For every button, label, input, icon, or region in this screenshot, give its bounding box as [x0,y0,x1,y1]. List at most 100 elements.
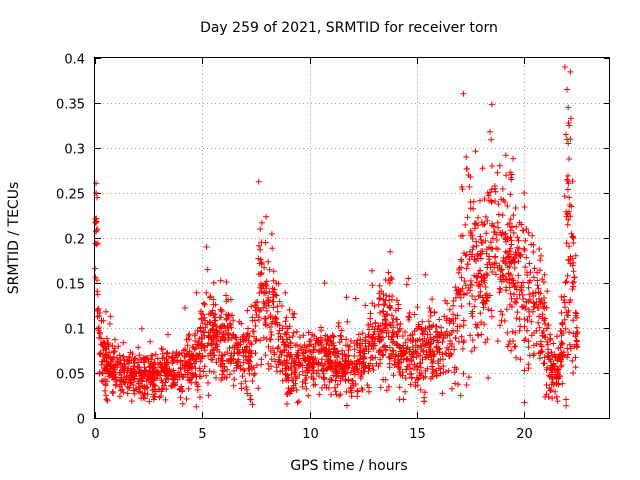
data-point [409,351,416,357]
data-point [228,335,235,342]
data-point [360,368,367,375]
data-point [227,312,233,319]
data-point [409,337,416,344]
data-point [485,306,492,313]
data-point [368,267,375,274]
data-point [169,382,176,389]
data-point [501,199,508,205]
data-point [382,376,389,383]
data-point [550,381,557,388]
data-point [516,252,523,259]
data-point [184,367,191,374]
data-point [99,342,106,349]
data-point [289,377,295,384]
data-point [476,267,483,274]
data-point [369,334,376,341]
data-point [426,323,433,330]
data-point [215,355,222,362]
data-point [312,355,319,362]
data-point [565,172,571,179]
data-point [255,385,262,392]
data-point [366,326,373,333]
data-point [530,352,537,359]
data-point [126,357,133,364]
data-point [207,319,214,326]
data-point [499,212,506,219]
data-point [394,321,401,328]
data-point [531,303,538,310]
data-point [417,364,424,371]
data-point [530,342,537,349]
data-point [302,380,309,387]
data-point [170,367,177,374]
data-point [156,394,163,401]
data-point [321,280,328,286]
data-point [338,327,345,334]
data-point [240,366,247,373]
data-point [351,360,358,367]
data-point [539,330,546,336]
data-point [170,373,177,380]
data-point [288,371,295,378]
data-point [561,297,567,304]
data-point [473,242,480,249]
data-point [340,369,347,376]
data-point [211,352,218,359]
data-point [316,391,323,398]
data-point [336,339,343,346]
data-point [266,336,273,342]
data-point [566,329,573,336]
data-point [526,313,533,320]
data-point [467,229,474,236]
data-point [481,221,488,228]
data-point [238,385,245,392]
data-point [408,358,415,365]
data-point [488,245,494,252]
data-point [234,340,241,347]
data-point [435,346,442,353]
data-point [458,233,464,239]
data-point [440,335,447,342]
data-point [565,104,572,111]
data-point [398,359,405,366]
data-point [283,377,289,384]
data-point [527,269,534,276]
data-point [106,373,113,380]
data-point [455,381,462,388]
data-point [257,246,264,253]
data-point [460,90,467,97]
data-point [187,376,194,383]
data-point [212,311,219,317]
data-point [204,321,211,328]
data-point [386,344,393,351]
data-point [559,340,566,347]
data-point [107,313,114,320]
data-point [543,366,550,373]
data-point [318,327,324,334]
data-point [279,361,286,368]
data-point [463,265,470,272]
data-point [290,314,297,321]
data-point [390,324,397,331]
data-point [245,337,252,344]
data-point [276,298,283,305]
data-point [565,256,572,263]
data-point [557,344,564,351]
data-point [458,183,465,190]
data-point [206,294,213,301]
data-point [564,312,571,319]
data-point [178,383,185,390]
data-point [563,396,570,403]
data-point [480,304,487,311]
data-point [458,333,465,340]
data-point [134,378,141,385]
data-point [419,356,426,363]
data-point [516,291,523,298]
data-point [434,337,441,344]
data-point [506,248,513,254]
data-point [263,315,269,322]
data-point [114,361,121,368]
data-point [527,277,533,284]
data-point [247,396,254,403]
data-point [513,223,520,230]
